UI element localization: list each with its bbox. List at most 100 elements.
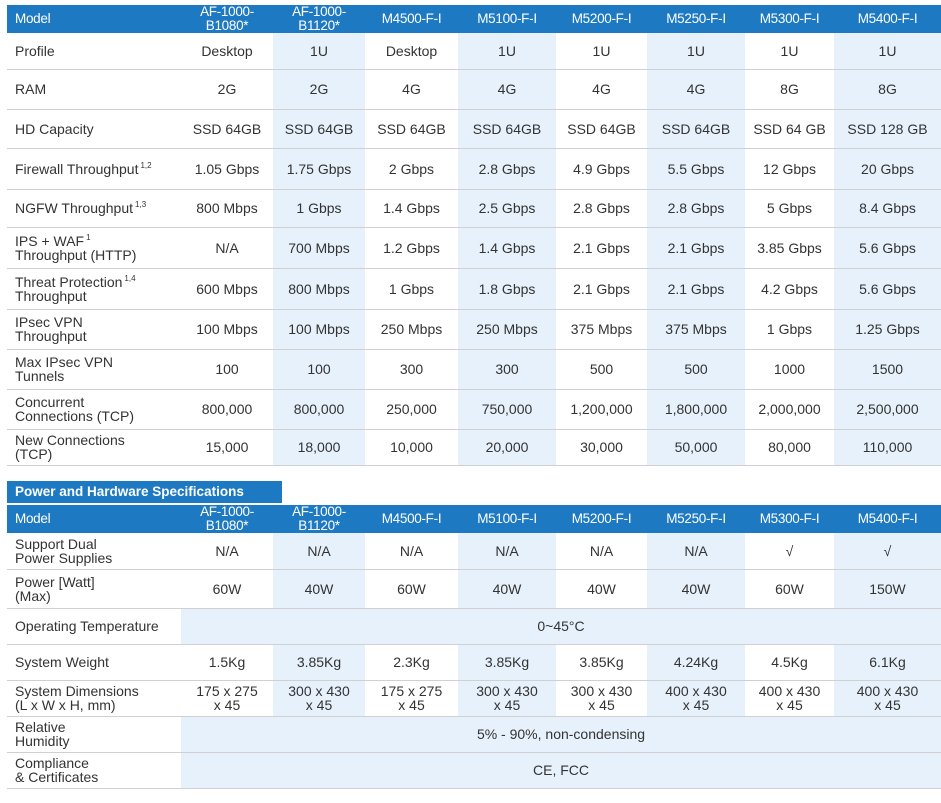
row-label: Concurrent Connections (TCP) [7, 389, 181, 429]
model-header-4: M5100-F-I [458, 505, 556, 533]
table-cell: 4G [647, 69, 745, 109]
table-cell: 4G [556, 69, 647, 109]
table-cell: 3.85Kg [273, 644, 365, 680]
table-cell: 40W [647, 569, 745, 608]
table-cell-span: CE, FCC [181, 752, 941, 788]
model-header-2: AF-1000-B1120* [273, 505, 365, 533]
model-header-3: M4500-F-I [365, 505, 458, 533]
table-cell: 1.75 Gbps [273, 148, 365, 189]
row-label-text-line2: Throughput (HTTP) [15, 246, 137, 263]
table-cell: 1U [273, 33, 365, 69]
table-cell: 1U [745, 33, 834, 69]
table-cell: 60W [181, 569, 273, 608]
table-cell: 2.8 Gbps [458, 148, 556, 189]
table-cell: SSD 64GB [556, 109, 647, 148]
model-header-6: M5250-F-I [647, 505, 745, 533]
table-cell: 1500 [834, 349, 941, 389]
row-label: Operating Temperature [7, 608, 181, 644]
table-cell: 600 Mbps [181, 268, 273, 309]
row-label: Firewall Throughput 1,2 [7, 148, 181, 189]
table-cell: 20 Gbps [834, 148, 941, 189]
model-header-2: AF-1000-B1120* [273, 5, 365, 33]
table-cell: 2.8 Gbps [647, 189, 745, 227]
footnote-marker: 1,4 [124, 273, 136, 283]
row-label-text: System Dimensions [15, 683, 139, 699]
table-cell: 2.1 Gbps [647, 268, 745, 309]
table-cell: SSD 64GB [273, 109, 365, 148]
table-cell: N/A [458, 533, 556, 569]
row-label: System Weight [7, 644, 181, 680]
table-cell: 750,000 [458, 389, 556, 429]
row-label-text-line2: Humidity [15, 733, 70, 749]
table-cell: 300 [365, 349, 458, 389]
table-cell: SSD 128 GB [834, 109, 941, 148]
table-cell: 2.3Kg [365, 644, 458, 680]
table-row: HD Capacity SSD 64GB SSD 64GB SSD 64GB SSD 6… [7, 109, 941, 148]
row-label-text-line2: Power Supplies [15, 549, 113, 566]
model-header-5: M5200-F-I [556, 505, 647, 533]
table-row: Compliance & Certificates CE, FCC [7, 752, 941, 788]
table-cell: 375 Mbps [647, 309, 745, 349]
row-label: Relative Humidity [7, 716, 181, 752]
table-cell: 3.85Kg [556, 644, 647, 680]
table-row: Concurrent Connections (TCP) 800,000 800,00… [7, 389, 941, 429]
row-label-text-line2: Throughput [15, 328, 87, 344]
table-cell: √ [834, 533, 941, 569]
table-cell: 3.85Kg [458, 644, 556, 680]
footnote-marker: 1 [86, 232, 91, 242]
table-cell: 8G [745, 69, 834, 109]
table-row: Profile Desktop 1U Desktop 1U 1U 1U 1U 1U [7, 33, 941, 69]
row-label-text: Relative [15, 719, 66, 735]
table-cell: N/A [181, 533, 273, 569]
row-label-text: HD Capacity [15, 120, 94, 137]
table-cell: 1.2 Gbps [365, 227, 458, 268]
table-cell: N/A [181, 227, 273, 268]
table-cell: 50,000 [647, 429, 745, 465]
table-row: New Connections (TCP) 15,000 18,000 10,000 20… [7, 429, 941, 465]
table-cell: 2 Gbps [365, 148, 458, 189]
table-cell: 150W [834, 569, 941, 608]
table-cell: 250,000 [365, 389, 458, 429]
table-cell: N/A [273, 533, 365, 569]
table-cell: 2,000,000 [745, 389, 834, 429]
model-header-5: M5200-F-I [556, 5, 647, 33]
table-row: NGFW Throughput 1,3 800 Mbps 1 Gbps 1.4 Gbps… [7, 189, 941, 227]
table-cell: SSD 64 GB [745, 109, 834, 148]
table-cell: SSD 64GB [181, 109, 273, 148]
table-cell: 15,000 [181, 429, 273, 465]
table-cell: 3.85 Gbps [745, 227, 834, 268]
model-header-7: M5300-F-I [745, 505, 834, 533]
row-label-text: New Connections [15, 432, 125, 448]
table-cell: 8.4 Gbps [834, 189, 941, 227]
table-cell: 4.9 Gbps [556, 148, 647, 189]
row-label: RAM [7, 69, 181, 109]
table-cell: 18,000 [273, 429, 365, 465]
row-label-text: Profile [15, 42, 55, 59]
power-hardware-section: Model AF-1000-B1080* AF-1000-B1120* M4500-… [7, 505, 941, 789]
table-cell: SSD 64GB [647, 109, 745, 148]
table-cell: 2.1 Gbps [556, 268, 647, 309]
table-cell: 1.4 Gbps [365, 189, 458, 227]
table-cell: 40W [273, 569, 365, 608]
table-cell: 2.1 Gbps [647, 227, 745, 268]
table-row: IPsec VPN Throughput 100 Mbps 100 Mbps 250 M… [7, 309, 941, 349]
table-header-row: Model AF-1000-B1080* AF-1000-B1120* M4500-… [7, 505, 941, 533]
table-cell: 30,000 [556, 429, 647, 465]
table-cell: 4.5Kg [745, 644, 834, 680]
model-header-4: M5100-F-I [458, 5, 556, 33]
table-cell: 250 Mbps [365, 309, 458, 349]
table-cell: 300 x 430 x 45 [273, 680, 365, 716]
row-label: Power [Watt] (Max) [7, 569, 181, 608]
table-cell: 1,200,000 [556, 389, 647, 429]
table-cell: 1,800,000 [647, 389, 745, 429]
table-cell: 1.8 Gbps [458, 268, 556, 309]
row-label-text: Power [Watt] [15, 573, 95, 590]
performance-spec-section: Model AF-1000-B1080* AF-1000-B1120* M4500-… [7, 5, 941, 466]
table-cell: 400 x 430 x 45 [834, 680, 941, 716]
row-label: Profile [7, 33, 181, 69]
table-cell: 500 [647, 349, 745, 389]
table-cell: 40W [556, 569, 647, 608]
row-label-text: Threat Protection [15, 273, 123, 290]
table-row: Relative Humidity 5% - 90%, non-condensing [7, 716, 941, 752]
table-cell: 1U [556, 33, 647, 69]
